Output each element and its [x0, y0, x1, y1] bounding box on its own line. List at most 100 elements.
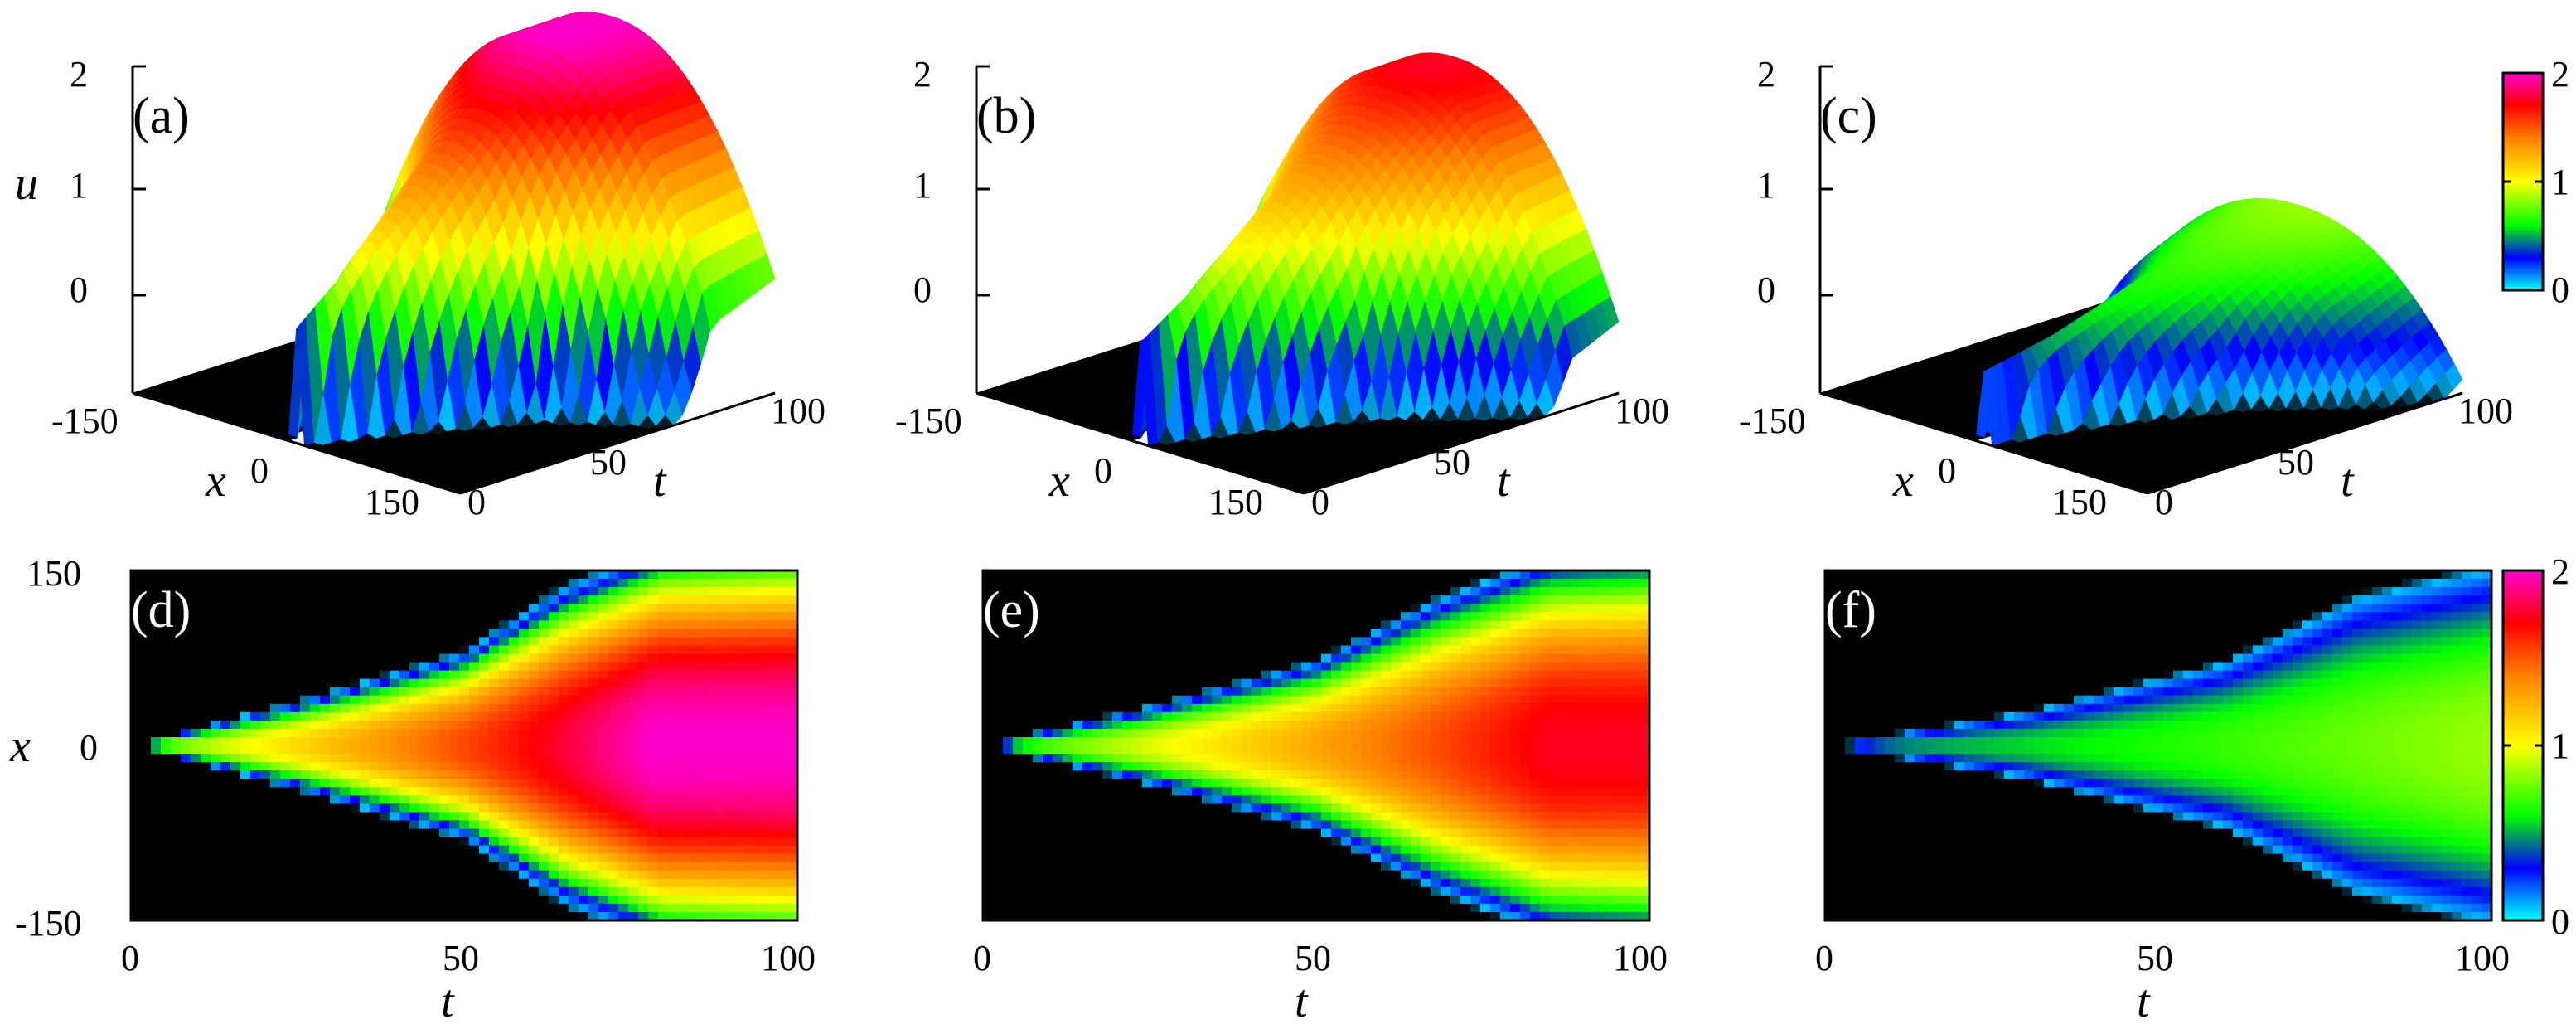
heatmap-cell [290, 762, 301, 771]
heatmap-cell [181, 653, 191, 663]
heatmap-cell [300, 629, 311, 638]
heatmap-cell [280, 795, 291, 805]
heatmap-cell [250, 612, 261, 621]
heatmap-cell [270, 886, 281, 896]
heatmap-cell [181, 754, 191, 763]
heatmap-cell [310, 720, 321, 730]
heatmap-cell [270, 579, 281, 588]
heatmap-cell [161, 703, 172, 713]
heatmap-cell [260, 629, 271, 638]
heatmap-cell [141, 837, 152, 847]
heatmap-cell [201, 595, 211, 604]
heatmap-cell [240, 745, 251, 755]
heatmap-cell [191, 845, 201, 855]
heatmap-cell [220, 862, 231, 871]
heatmap-cell [310, 870, 321, 880]
heatmap-cell [310, 604, 321, 613]
heatmap-cell [161, 812, 172, 822]
heatmap-cell [310, 670, 321, 680]
heatmap-cell [240, 737, 251, 746]
heatmap-cell [171, 845, 182, 855]
heatmap-cell [141, 637, 152, 647]
heatmap-cell [230, 903, 241, 913]
heatmap-cell [151, 703, 162, 713]
heatmap-cell [201, 886, 211, 896]
heatmap-cell [181, 886, 191, 896]
heatmap-cell [300, 678, 311, 688]
heatmap-cell [131, 703, 142, 713]
x-tick-label: 150 [1208, 482, 1263, 522]
heatmap-cell [290, 795, 301, 805]
heatmap-cell [201, 762, 211, 771]
heatmap-cell [191, 828, 201, 838]
heatmap-cell [161, 795, 172, 805]
heatmap-cell [270, 653, 281, 663]
heatmap-cell [280, 728, 291, 738]
heatmap-cell [141, 703, 152, 713]
heatmap-cell [131, 828, 142, 838]
heatmap-cell [211, 870, 221, 880]
heatmap-cell [131, 853, 142, 863]
heatmap-cell [260, 653, 271, 663]
heatmap-cell [201, 579, 211, 588]
heatmap-cell [201, 653, 211, 663]
heatmap-cell [280, 745, 291, 755]
heatmap-cell [211, 579, 221, 588]
heatmap-cell [191, 670, 201, 680]
heatmap-cell [270, 820, 281, 830]
heatmap-cell [310, 703, 321, 713]
heatmap-cell [191, 687, 201, 697]
heatmap-cell [310, 678, 321, 688]
heatmap-cell [191, 629, 201, 638]
heatmap-cell [131, 837, 142, 847]
heatmap-cell [141, 754, 152, 763]
heatmap-cell [270, 604, 281, 613]
heatmap-cell [280, 820, 291, 830]
u-tick-label: 2 [70, 54, 88, 95]
heatmap-cell [240, 886, 251, 896]
heatmap-cell [250, 903, 261, 913]
heatmap-cell [161, 728, 172, 738]
heatmap-cell [171, 645, 182, 655]
t-axis-title: t [2341, 455, 2355, 507]
heatmap-cell [171, 828, 182, 838]
heatmap-cell [250, 703, 261, 713]
heatmap-cell [260, 820, 271, 830]
heatmap-cell [171, 837, 182, 847]
heatmap-cell [230, 820, 241, 830]
heatmap-cell [201, 845, 211, 855]
heatmap-cell [240, 695, 251, 705]
heatmap-cell [230, 779, 241, 788]
heatmap-cell [230, 695, 241, 705]
heatmap-cell [270, 903, 281, 913]
heatmap-cell [290, 711, 301, 721]
heatmap-cell [240, 812, 251, 822]
heatmap-cell [320, 653, 331, 663]
heatmap-cell [201, 870, 211, 880]
heatmap-cell [290, 703, 301, 713]
heatmap-cell [220, 653, 231, 663]
heatmap-cell [270, 587, 281, 596]
heatmap-cell [191, 662, 201, 672]
heatmap-cell [240, 862, 251, 871]
heatmap-cell [240, 895, 251, 905]
heatmap-cell [270, 711, 281, 721]
heatmap-cell [320, 670, 331, 680]
heatmap-cell [171, 653, 182, 663]
heatmap-cell [310, 803, 321, 813]
heatmap-cell [151, 720, 162, 730]
heatmap-cell [300, 570, 311, 580]
heatmap-cell [230, 812, 241, 822]
heatmap-cell [211, 878, 221, 888]
heatmap-cell [280, 620, 291, 630]
heatmap-cell [191, 695, 201, 705]
heatmap-cell [220, 678, 231, 688]
heatmap-cell [171, 795, 182, 805]
heatmap-cell [151, 787, 162, 796]
heatmap-cell [141, 812, 152, 822]
heatmap-cell [320, 637, 331, 647]
heatmap-cell [131, 678, 142, 688]
heatmap-cell [280, 886, 291, 896]
heatmap-cell [310, 837, 321, 847]
heatmap-cell [131, 762, 142, 771]
